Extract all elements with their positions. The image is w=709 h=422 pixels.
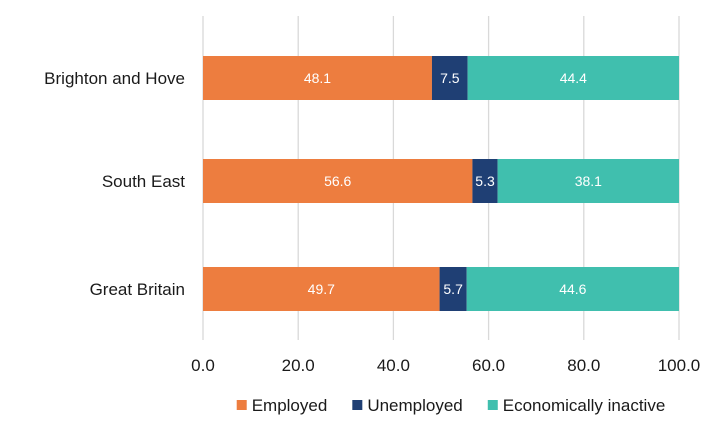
data-label: 5.7	[443, 281, 463, 297]
data-label: 49.7	[308, 281, 335, 297]
bar-brighton-and-hove-employed	[203, 56, 432, 100]
legend-label-economically-inactive: Economically inactive	[503, 396, 666, 415]
bar-brighton-and-hove-economically-inactive	[467, 56, 679, 100]
x-tick-label: 80.0	[567, 356, 600, 375]
x-tick-label: 60.0	[472, 356, 505, 375]
bar-great-britain-employed	[203, 267, 440, 311]
category-label: Great Britain	[90, 280, 185, 299]
bar-south-east-employed	[203, 159, 473, 203]
x-tick-label: 100.0	[658, 356, 701, 375]
category-label: Brighton and Hove	[44, 69, 185, 88]
x-tick-label: 20.0	[282, 356, 315, 375]
legend-swatch-economically-inactive	[487, 400, 498, 410]
legend-label-unemployed: Unemployed	[367, 396, 462, 415]
bars: 48.1 7.5 44.4 56.6 5.3 38.1 49.7 5.7 44.6	[203, 56, 679, 311]
category-labels: Brighton and Hove South East Great Britain	[44, 69, 185, 299]
x-tick-label: 0.0	[191, 356, 215, 375]
data-label: 38.1	[575, 173, 602, 189]
bar-great-britain-economically-inactive	[466, 267, 679, 311]
data-label: 44.4	[560, 70, 587, 86]
data-label: 44.6	[559, 281, 586, 297]
data-label: 56.6	[324, 173, 351, 189]
x-axis-ticks: 0.0 20.0 40.0 60.0 80.0 100.0	[191, 356, 700, 375]
legend-swatch-employed	[236, 400, 247, 410]
legend: Employed Unemployed Economically inactive	[236, 396, 666, 415]
category-label: South East	[102, 172, 185, 191]
bar-south-east-economically-inactive	[497, 159, 679, 203]
data-label: 48.1	[304, 70, 331, 86]
x-tick-label: 40.0	[377, 356, 410, 375]
bar-brighton-and-hove-unemployed	[431, 56, 468, 100]
legend-swatch-unemployed	[352, 400, 363, 410]
bar-south-east-unemployed	[472, 159, 498, 203]
bar-great-britain-unemployed	[439, 267, 467, 311]
legend-label-employed: Employed	[252, 396, 328, 415]
data-label: 5.3	[475, 173, 495, 189]
data-label: 7.5	[440, 70, 460, 86]
